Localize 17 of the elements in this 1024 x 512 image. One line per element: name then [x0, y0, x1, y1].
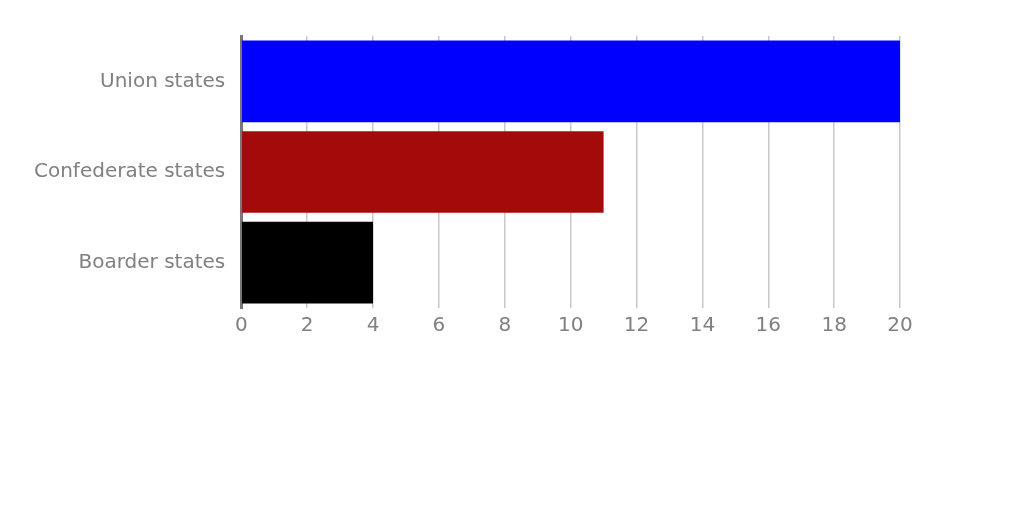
x-tick-label: 16 [755, 312, 781, 337]
bar [242, 40, 900, 123]
x-tick-label: 10 [557, 312, 584, 337]
y-tick-label: Boarder states [78, 248, 226, 273]
x-tick-label: 4 [366, 312, 380, 337]
x-tick-label: 2 [300, 312, 314, 337]
y-tick-label: Confederate states [33, 158, 226, 183]
bar [242, 221, 374, 304]
x-tick-label: 6 [432, 312, 446, 337]
x-tick-label: 18 [821, 312, 847, 337]
x-tick-label: 0 [234, 312, 248, 337]
y-tick-label: Union states [100, 67, 226, 92]
x-tick-label: 8 [498, 312, 512, 337]
x-tick-label: 20 [887, 312, 913, 337]
bar [242, 131, 604, 213]
x-tick-label: 14 [689, 312, 716, 337]
x-tick-label: 12 [623, 312, 650, 337]
